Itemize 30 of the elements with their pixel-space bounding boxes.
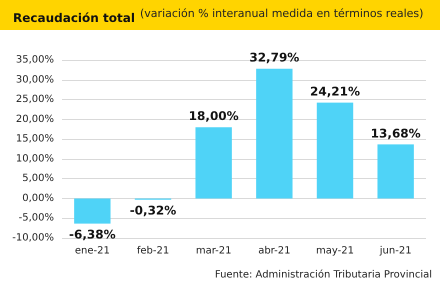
x-tick-label: mar-21 [196,246,232,256]
data-label: 24,21% [310,84,360,99]
bar [256,68,293,198]
x-tick-label: feb-21 [136,246,170,256]
bar [377,144,414,198]
y-tick-label: -10,00% [12,232,54,244]
y-tick-label: -5,00% [18,212,54,224]
y-tick-label: 30,00% [16,74,54,86]
chart-subtitle: (variación % interanual medida en términos reales) [140,7,424,20]
data-label: 13,68% [370,126,421,140]
y-tick-label: 15,00% [16,134,54,145]
data-label: -0,32% [130,204,176,218]
y-tick-label: 0,00% [22,192,54,204]
bar [195,127,232,198]
x-tick-label: ene-21 [74,246,110,256]
y-tick-label: 25,00% [16,94,54,106]
x-tick-label: jun-21 [378,246,412,256]
y-tick-label: 20,00% [16,114,54,125]
y-tick-label: 10,00% [16,153,54,164]
bar [316,102,354,198]
x-tick-label: may-21 [316,246,354,256]
source-note: Fuente: Administración Tributaria Provincial [214,270,432,280]
x-tick-label: abr-21 [258,246,290,256]
chart-title: Recaudación total [13,11,135,25]
data-label: 18,00% [188,109,239,124]
y-tick-label: 35,00% [16,54,54,66]
data-label: 32,79% [249,50,300,65]
bar [74,198,111,224]
y-tick-label: 5,00% [22,173,54,184]
data-label: -6,38% [69,228,116,242]
